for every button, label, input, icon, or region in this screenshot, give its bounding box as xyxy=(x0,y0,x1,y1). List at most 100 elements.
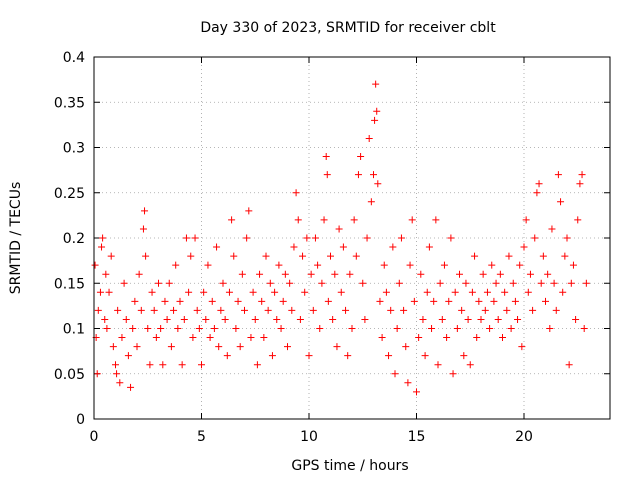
data-point xyxy=(178,361,186,369)
data-point xyxy=(453,325,461,332)
data-point xyxy=(404,379,412,387)
data-point xyxy=(116,379,124,387)
data-point xyxy=(503,306,511,314)
data-point xyxy=(206,334,214,342)
data-point xyxy=(96,288,104,296)
data-point xyxy=(499,334,506,342)
data-point xyxy=(367,198,375,206)
data-point xyxy=(337,288,345,296)
data-point xyxy=(236,343,244,351)
data-point xyxy=(93,370,101,378)
chart-title: Day 330 of 2023, SRMTID for receiver cbl… xyxy=(200,20,496,36)
data-point xyxy=(133,343,141,351)
data-points xyxy=(91,80,590,396)
data-point xyxy=(135,270,143,278)
data-point xyxy=(372,80,380,88)
data-point xyxy=(309,306,317,314)
data-point xyxy=(535,180,543,188)
data-point xyxy=(569,261,577,269)
data-point xyxy=(256,270,264,278)
y-axis-ticks: 0 0.05 0.1 0.15 0.2 0.25 0.3 0.35 0.4 xyxy=(54,50,610,428)
data-point xyxy=(432,216,440,224)
data-point xyxy=(473,334,481,342)
data-point xyxy=(284,343,291,351)
data-point xyxy=(339,243,347,251)
data-point xyxy=(580,325,588,332)
data-point xyxy=(542,297,549,305)
data-point xyxy=(157,325,165,332)
data-point xyxy=(195,325,203,332)
data-point xyxy=(281,270,289,278)
data-point xyxy=(464,315,472,323)
data-point xyxy=(180,315,188,323)
data-point xyxy=(443,334,451,342)
data-point xyxy=(496,270,504,278)
data-point xyxy=(323,171,331,179)
data-point xyxy=(210,325,218,332)
data-point xyxy=(107,252,115,260)
data-point xyxy=(98,243,106,251)
x-axis-ticks: 0 5 10 15 20 xyxy=(90,57,533,445)
x-tick-label: 0 xyxy=(90,429,99,445)
data-point xyxy=(320,216,328,224)
data-point xyxy=(376,297,384,305)
y-tick-label: 0.2 xyxy=(63,231,85,247)
data-point xyxy=(279,297,287,305)
data-point xyxy=(456,270,463,278)
y-tick-label: 0 xyxy=(76,412,85,428)
data-point xyxy=(582,279,590,287)
data-point xyxy=(385,352,393,360)
data-point xyxy=(352,252,360,260)
data-point xyxy=(105,288,113,296)
data-point xyxy=(576,180,584,188)
data-point xyxy=(378,334,386,342)
plot-frame xyxy=(93,56,611,420)
data-point xyxy=(301,288,309,296)
data-point xyxy=(204,261,212,269)
data-point xyxy=(428,325,436,332)
data-point xyxy=(114,306,122,314)
data-point xyxy=(322,153,330,161)
data-point xyxy=(165,279,173,287)
data-point xyxy=(460,352,468,360)
data-point xyxy=(344,352,352,360)
data-point xyxy=(238,270,246,278)
data-point xyxy=(537,279,545,287)
data-point xyxy=(572,315,580,323)
data-point xyxy=(440,261,448,269)
data-point xyxy=(193,306,201,314)
data-point xyxy=(174,325,182,332)
data-point xyxy=(290,243,298,251)
data-point xyxy=(273,315,281,323)
data-point xyxy=(225,288,233,296)
data-point xyxy=(423,288,431,296)
data-point xyxy=(185,288,193,296)
data-point xyxy=(247,334,255,342)
data-point xyxy=(260,334,268,342)
data-point xyxy=(447,234,455,242)
y-tick-label: 0.1 xyxy=(63,322,85,338)
data-point xyxy=(139,225,147,233)
y-tick-label: 0.25 xyxy=(54,186,85,202)
data-point xyxy=(251,315,259,323)
data-point xyxy=(557,198,565,206)
data-point xyxy=(466,361,474,369)
data-point xyxy=(563,234,571,242)
data-point xyxy=(449,370,457,378)
data-point xyxy=(501,288,509,296)
data-point xyxy=(329,315,337,323)
data-point xyxy=(445,297,453,305)
data-point xyxy=(109,343,117,351)
data-point xyxy=(574,216,582,224)
data-point xyxy=(488,261,496,269)
data-point xyxy=(163,315,171,323)
data-point xyxy=(286,279,294,287)
data-point xyxy=(389,243,397,251)
data-point xyxy=(102,270,110,278)
data-point xyxy=(490,297,498,305)
data-point xyxy=(531,234,539,242)
data-point xyxy=(277,325,285,332)
data-point xyxy=(299,252,307,260)
data-point xyxy=(303,234,311,242)
data-point xyxy=(311,234,319,242)
